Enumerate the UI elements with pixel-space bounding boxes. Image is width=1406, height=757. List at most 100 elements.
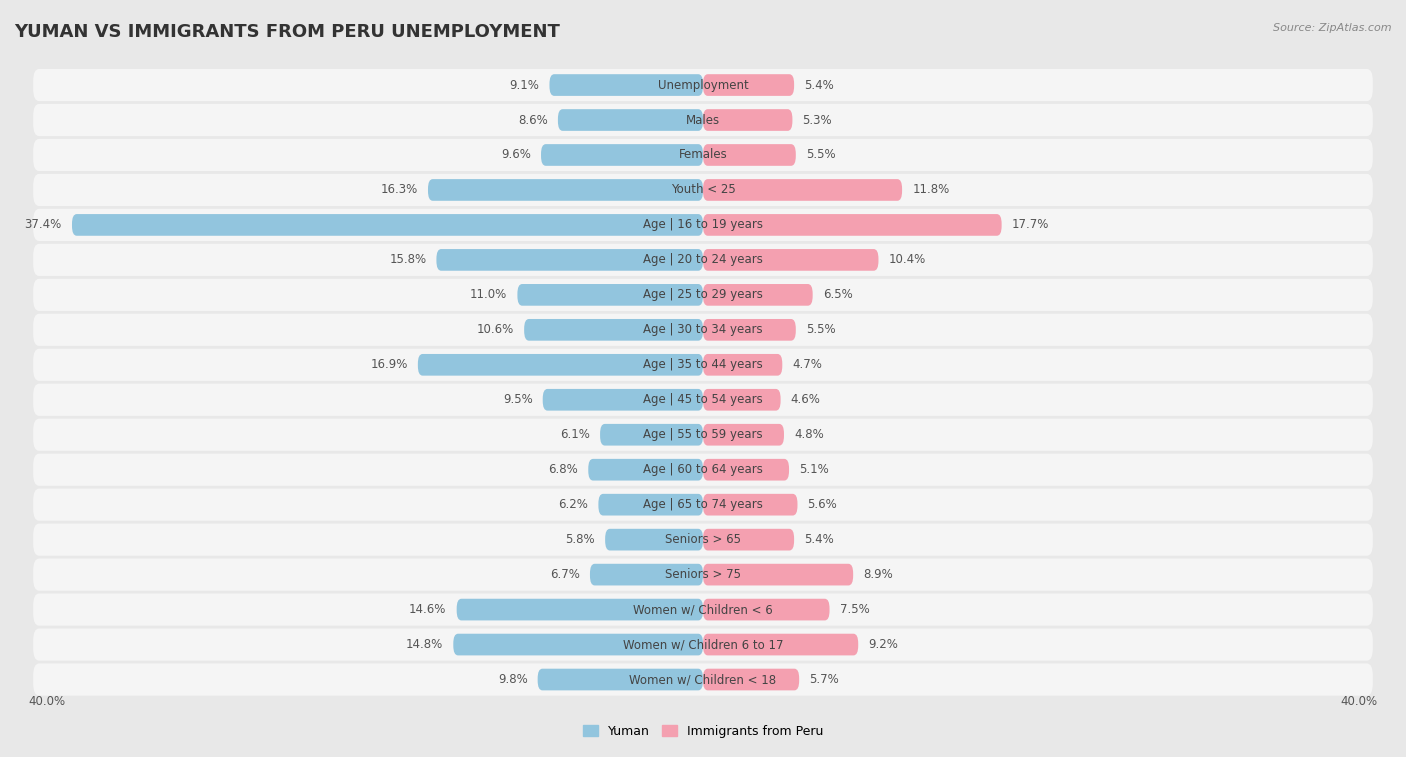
Text: 6.2%: 6.2%: [558, 498, 588, 511]
FancyBboxPatch shape: [703, 109, 793, 131]
FancyBboxPatch shape: [703, 389, 780, 410]
FancyBboxPatch shape: [703, 529, 794, 550]
FancyBboxPatch shape: [541, 144, 703, 166]
Text: Source: ZipAtlas.com: Source: ZipAtlas.com: [1274, 23, 1392, 33]
Text: 16.9%: 16.9%: [370, 358, 408, 371]
FancyBboxPatch shape: [543, 389, 703, 410]
Text: 15.8%: 15.8%: [389, 254, 426, 266]
Text: Age | 45 to 54 years: Age | 45 to 54 years: [643, 394, 763, 407]
Text: Age | 30 to 34 years: Age | 30 to 34 years: [643, 323, 763, 336]
FancyBboxPatch shape: [703, 284, 813, 306]
FancyBboxPatch shape: [703, 459, 789, 481]
Text: Seniors > 75: Seniors > 75: [665, 568, 741, 581]
Text: 8.9%: 8.9%: [863, 568, 893, 581]
FancyBboxPatch shape: [34, 174, 1372, 206]
FancyBboxPatch shape: [703, 249, 879, 271]
FancyBboxPatch shape: [591, 564, 703, 585]
FancyBboxPatch shape: [34, 419, 1372, 451]
Text: 6.5%: 6.5%: [823, 288, 852, 301]
FancyBboxPatch shape: [605, 529, 703, 550]
Text: Age | 20 to 24 years: Age | 20 to 24 years: [643, 254, 763, 266]
FancyBboxPatch shape: [34, 244, 1372, 276]
Text: Seniors > 65: Seniors > 65: [665, 533, 741, 546]
Text: 40.0%: 40.0%: [1341, 695, 1378, 708]
Text: 8.6%: 8.6%: [517, 114, 548, 126]
FancyBboxPatch shape: [558, 109, 703, 131]
Text: Women w/ Children < 18: Women w/ Children < 18: [630, 673, 776, 686]
Text: 40.0%: 40.0%: [28, 695, 65, 708]
Text: 10.6%: 10.6%: [477, 323, 515, 336]
Text: 11.8%: 11.8%: [912, 183, 949, 197]
FancyBboxPatch shape: [436, 249, 703, 271]
Text: Age | 60 to 64 years: Age | 60 to 64 years: [643, 463, 763, 476]
Text: 17.7%: 17.7%: [1012, 219, 1049, 232]
FancyBboxPatch shape: [703, 354, 782, 375]
FancyBboxPatch shape: [72, 214, 703, 235]
FancyBboxPatch shape: [703, 144, 796, 166]
Text: 14.8%: 14.8%: [406, 638, 443, 651]
FancyBboxPatch shape: [524, 319, 703, 341]
FancyBboxPatch shape: [703, 74, 794, 96]
Text: 9.5%: 9.5%: [503, 394, 533, 407]
Text: 9.8%: 9.8%: [498, 673, 527, 686]
Text: 5.6%: 5.6%: [807, 498, 838, 511]
Text: 4.8%: 4.8%: [794, 428, 824, 441]
FancyBboxPatch shape: [34, 69, 1372, 101]
Text: 5.4%: 5.4%: [804, 533, 834, 546]
FancyBboxPatch shape: [34, 279, 1372, 311]
Text: 11.0%: 11.0%: [470, 288, 508, 301]
Text: 5.5%: 5.5%: [806, 323, 835, 336]
FancyBboxPatch shape: [453, 634, 703, 656]
FancyBboxPatch shape: [457, 599, 703, 621]
FancyBboxPatch shape: [34, 209, 1372, 241]
Legend: Yuman, Immigrants from Peru: Yuman, Immigrants from Peru: [578, 720, 828, 743]
Text: Females: Females: [679, 148, 727, 161]
FancyBboxPatch shape: [34, 384, 1372, 416]
FancyBboxPatch shape: [34, 453, 1372, 486]
FancyBboxPatch shape: [34, 104, 1372, 136]
FancyBboxPatch shape: [703, 179, 903, 201]
Text: 5.8%: 5.8%: [565, 533, 595, 546]
FancyBboxPatch shape: [34, 559, 1372, 590]
Text: 10.4%: 10.4%: [889, 254, 925, 266]
Text: Age | 16 to 19 years: Age | 16 to 19 years: [643, 219, 763, 232]
Text: Youth < 25: Youth < 25: [671, 183, 735, 197]
Text: 6.7%: 6.7%: [550, 568, 579, 581]
FancyBboxPatch shape: [703, 668, 799, 690]
FancyBboxPatch shape: [34, 488, 1372, 521]
FancyBboxPatch shape: [34, 139, 1372, 171]
FancyBboxPatch shape: [427, 179, 703, 201]
FancyBboxPatch shape: [550, 74, 703, 96]
Text: Women w/ Children < 6: Women w/ Children < 6: [633, 603, 773, 616]
Text: 14.6%: 14.6%: [409, 603, 447, 616]
Text: 37.4%: 37.4%: [25, 219, 62, 232]
FancyBboxPatch shape: [34, 524, 1372, 556]
FancyBboxPatch shape: [34, 313, 1372, 346]
Text: 7.5%: 7.5%: [839, 603, 869, 616]
Text: 5.1%: 5.1%: [799, 463, 830, 476]
FancyBboxPatch shape: [588, 459, 703, 481]
Text: 9.2%: 9.2%: [869, 638, 898, 651]
Text: 16.3%: 16.3%: [381, 183, 418, 197]
FancyBboxPatch shape: [418, 354, 703, 375]
Text: 4.7%: 4.7%: [793, 358, 823, 371]
Text: 4.6%: 4.6%: [790, 394, 821, 407]
FancyBboxPatch shape: [703, 634, 858, 656]
Text: 5.3%: 5.3%: [803, 114, 832, 126]
Text: 5.4%: 5.4%: [804, 79, 834, 92]
FancyBboxPatch shape: [599, 494, 703, 516]
FancyBboxPatch shape: [517, 284, 703, 306]
Text: 9.6%: 9.6%: [501, 148, 531, 161]
FancyBboxPatch shape: [34, 663, 1372, 696]
Text: 5.5%: 5.5%: [806, 148, 835, 161]
Text: Unemployment: Unemployment: [658, 79, 748, 92]
Text: Age | 65 to 74 years: Age | 65 to 74 years: [643, 498, 763, 511]
FancyBboxPatch shape: [703, 494, 797, 516]
FancyBboxPatch shape: [34, 628, 1372, 661]
FancyBboxPatch shape: [600, 424, 703, 446]
FancyBboxPatch shape: [537, 668, 703, 690]
Text: Age | 55 to 59 years: Age | 55 to 59 years: [643, 428, 763, 441]
Text: Males: Males: [686, 114, 720, 126]
FancyBboxPatch shape: [34, 349, 1372, 381]
FancyBboxPatch shape: [703, 599, 830, 621]
